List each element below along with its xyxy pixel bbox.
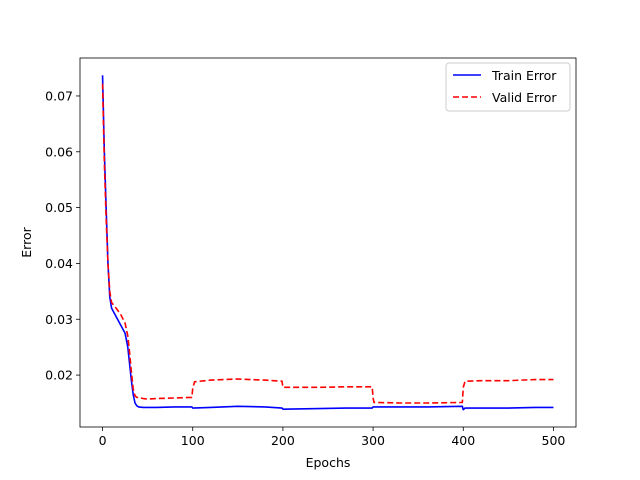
series-layer [101, 75, 554, 411]
x-axis-label: Epochs [306, 455, 351, 470]
legend: Train Error Valid Error [445, 62, 571, 112]
y-tick-label: 0.02 [45, 368, 73, 383]
series-line-train-error [101, 75, 554, 411]
x-tick-label: 200 [271, 433, 295, 448]
y-tick-label: 0.04 [45, 256, 73, 271]
x-axis: 0 100 200 300 400 500 [99, 427, 566, 448]
legend-label-train-error: Train Error [491, 68, 557, 83]
y-tick-label: 0.06 [45, 144, 73, 159]
y-tick-label: 0.07 [45, 88, 73, 103]
y-tick-label: 0.05 [45, 200, 73, 215]
plot-frame [79, 57, 577, 428]
x-tick-label: 400 [451, 433, 475, 448]
y-axis: 0.02 0.03 0.04 0.05 0.06 0.07 [45, 88, 80, 383]
y-axis-label: Error [19, 226, 34, 257]
x-tick-label: 0 [99, 433, 107, 448]
legend-label-valid-error: Valid Error [492, 90, 557, 105]
x-tick-label: 500 [542, 433, 566, 448]
x-tick-label: 300 [361, 433, 385, 448]
y-tick-label: 0.03 [45, 312, 73, 327]
x-tick-label: 100 [181, 433, 205, 448]
series-line-valid-error [101, 83, 554, 404]
